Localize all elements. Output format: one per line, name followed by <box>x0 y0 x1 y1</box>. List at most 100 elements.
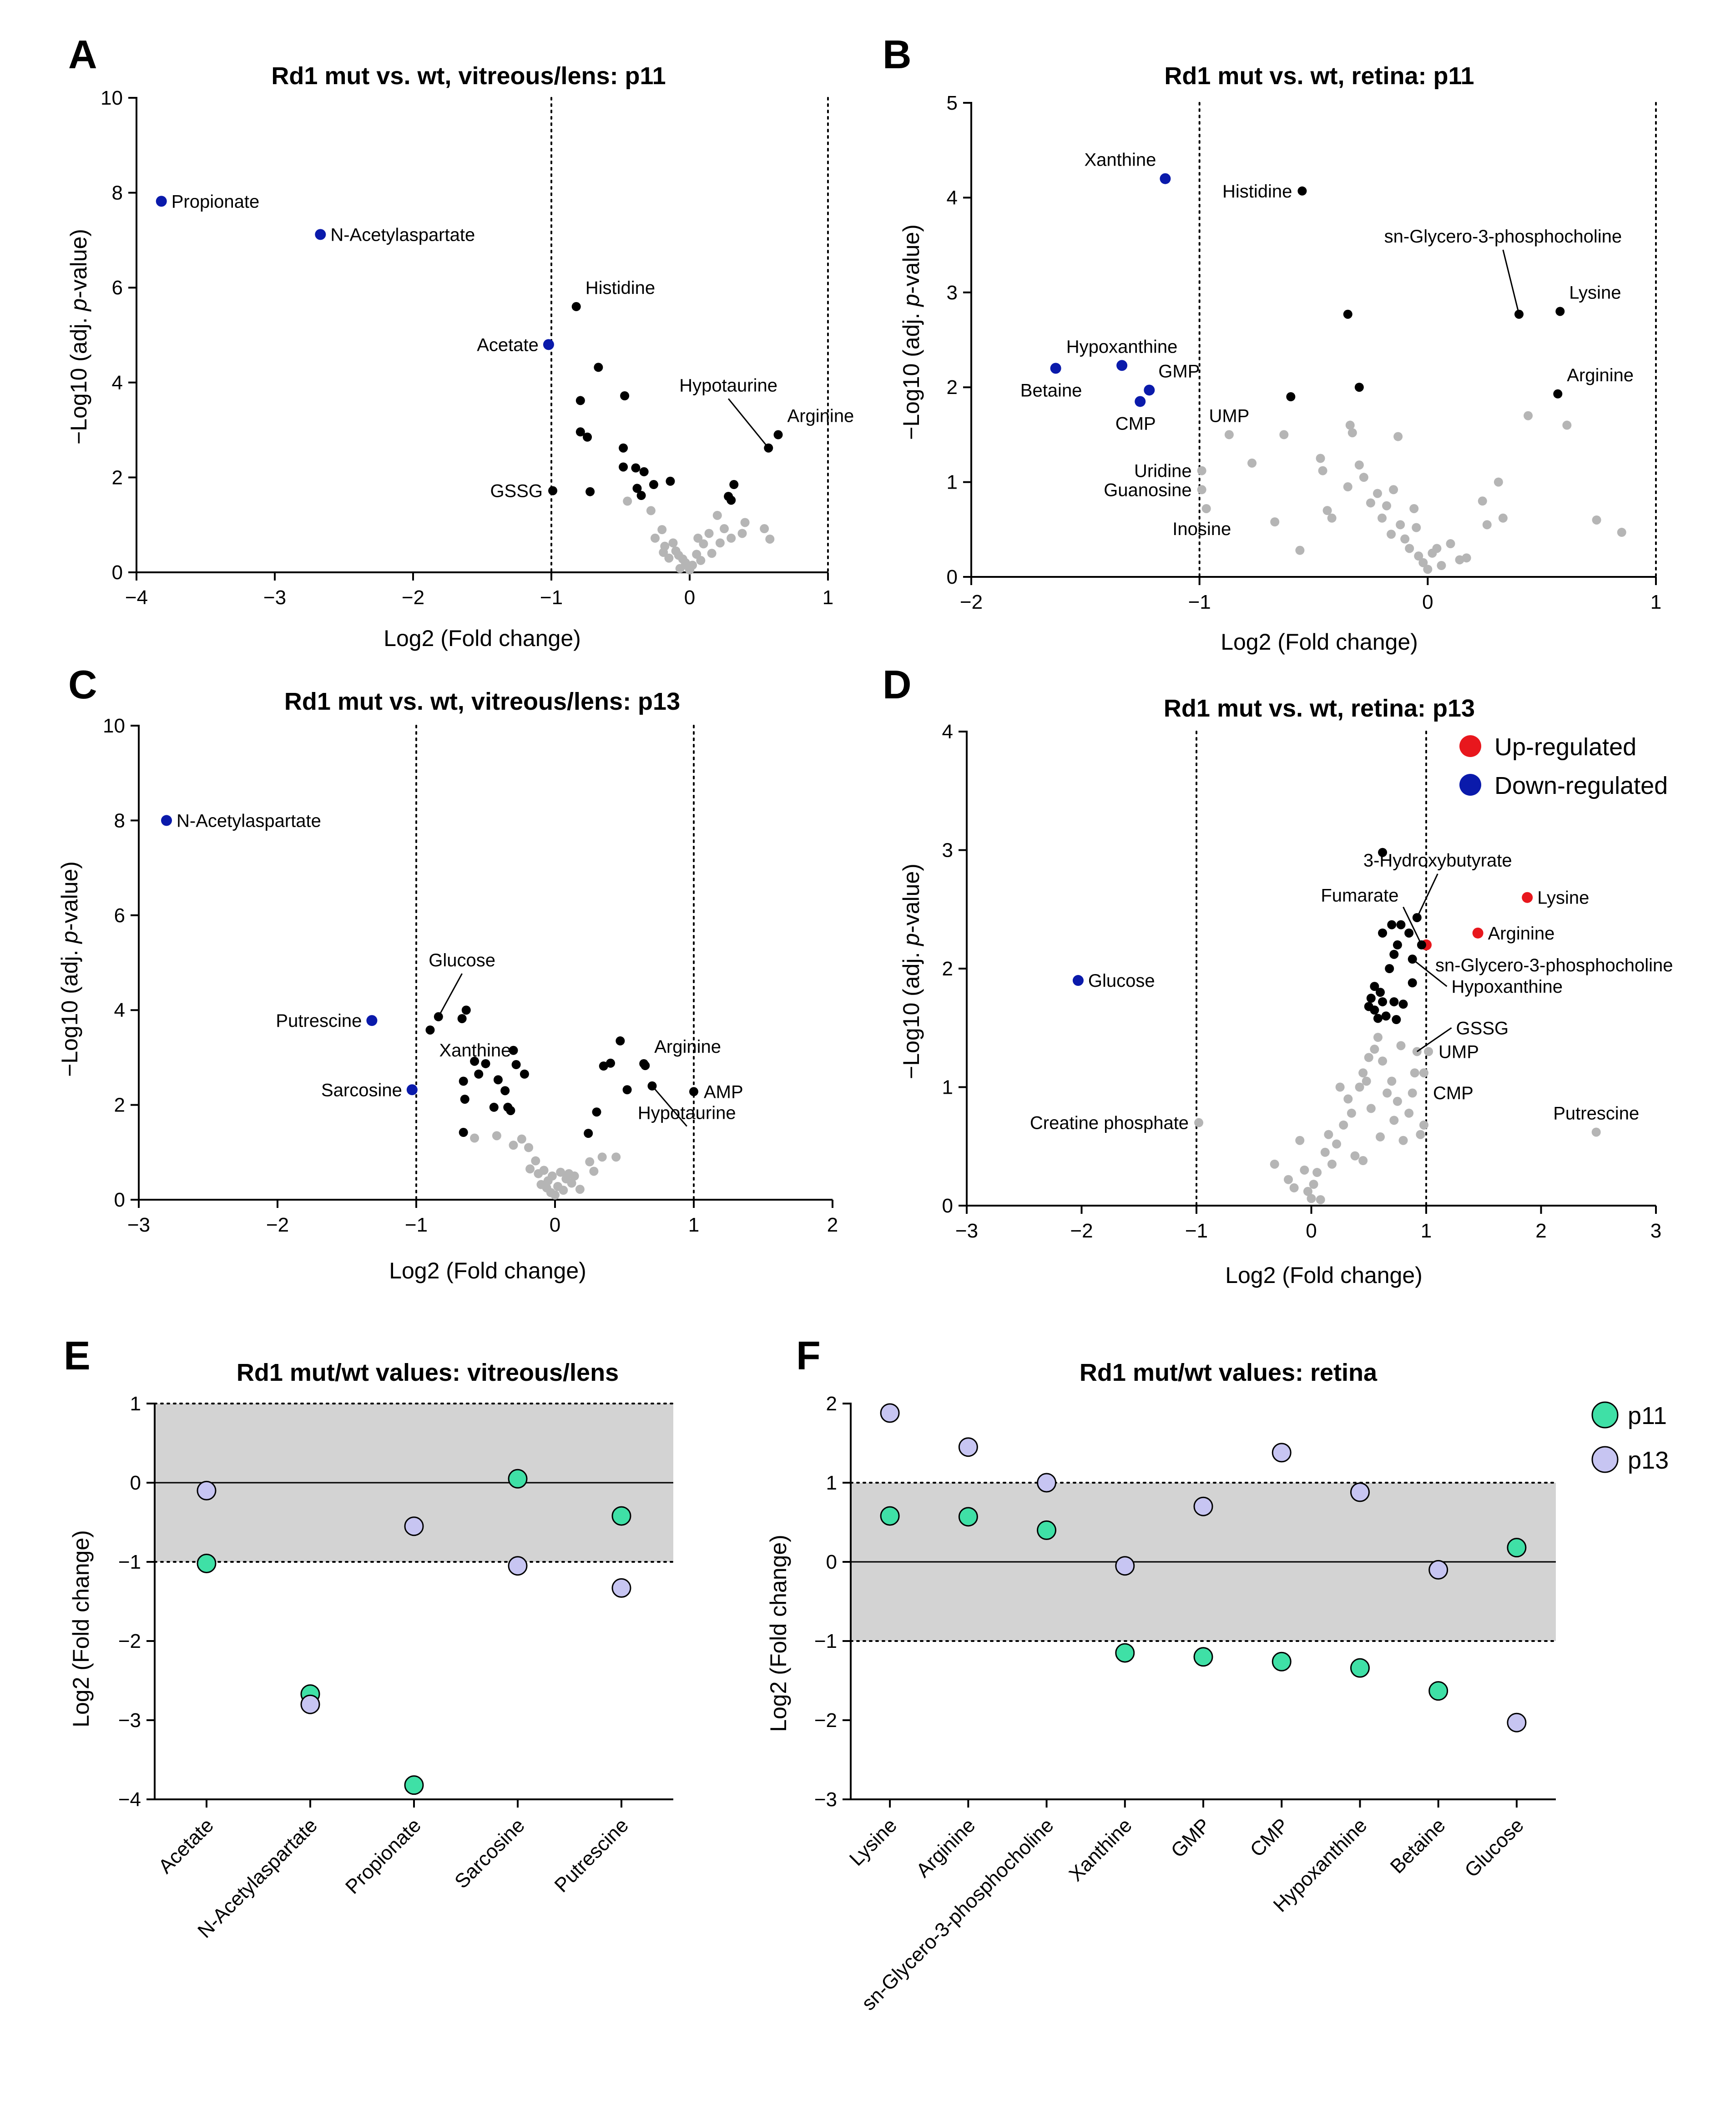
legend-up-regulated-label: Up-regulated <box>1494 733 1636 761</box>
panel-a-x-tick-label: −2 <box>402 586 424 609</box>
panel-a-x-tick-label: −1 <box>540 586 563 609</box>
panel-a-point-ns <box>704 529 714 538</box>
panel-b-point-ns <box>1396 520 1405 530</box>
panel-c-point-sig <box>500 1086 510 1096</box>
panel-b-point-lysine <box>1555 307 1565 316</box>
panel-c-point-sig <box>461 1005 471 1015</box>
panel-d-point-sig <box>1387 920 1397 929</box>
panel-a-volcano-plot: −4 −3 −2 −1 0 10246810PropionateN-Acetylaspar… <box>101 87 854 609</box>
panel-c-x-axis-label: Log2 (Fold change) <box>389 1258 586 1283</box>
panel-b-label-xanthine: Xanthine <box>1084 150 1156 170</box>
panel-a-point-sig <box>649 480 658 490</box>
panel-letter-e: E <box>64 1333 91 1378</box>
panel-a-point-ns <box>707 549 717 558</box>
panel-a-point-gssg <box>548 486 558 495</box>
panel-c-point-ns <box>492 1131 501 1141</box>
panel-d-point-ns <box>1332 1139 1342 1149</box>
panel-f: F Rd1 mut/wt values: retina −3 −2 −1 0 1 2 Lys… <box>766 1333 1669 2015</box>
panel-f-y-tick-label: 2 <box>826 1393 837 1415</box>
panel-f-point-p13-hypoxanthine <box>1350 1482 1370 1502</box>
panel-c-point-sig <box>489 1102 499 1112</box>
panel-e-point-p11-propionate <box>404 1775 424 1795</box>
panel-c-point-n-acetylaspartate <box>161 815 172 826</box>
panel-f-y-tick-label: −1 <box>814 1630 837 1652</box>
panel-f-point-p13-sn-glycero-3-phosphocholine <box>1037 1473 1057 1493</box>
panel-d-x-tick-label: 1 <box>1421 1220 1432 1242</box>
panel-c-leader-line <box>651 1085 687 1127</box>
panel-a-x-axis-label: Log2 (Fold change) <box>384 626 581 651</box>
panel-b-y-tick-label: 4 <box>947 187 958 209</box>
panel-d-point-ns <box>1339 1120 1348 1130</box>
panel-d-point-sig <box>1381 1011 1391 1021</box>
panel-d-x-tick-label: 0 <box>1306 1220 1317 1242</box>
panel-a-point-ns <box>715 538 725 548</box>
panel-f-category-label-cmp: CMP <box>1246 1814 1293 1861</box>
panel-d-point-arginine <box>1472 927 1484 939</box>
panel-a-leader-line <box>727 398 769 449</box>
panel-c-label-hypotaurine: Hypotaurine <box>638 1103 736 1123</box>
panel-d-point-ns <box>1350 1151 1360 1161</box>
panel-c-point-sig <box>474 1069 484 1079</box>
panel-f-point-p11-sn-glycero-3-phosphocholine <box>1037 1520 1057 1540</box>
panel-a-point-sig <box>666 476 675 486</box>
panel-d-point-ns <box>1404 1108 1414 1118</box>
panel-d-y-tick-label: 1 <box>942 1076 953 1099</box>
panel-c-x-tick-label: −3 <box>127 1214 150 1236</box>
panel-b-point-ns <box>1446 539 1455 549</box>
panel-f-point-p11-lysine <box>880 1506 900 1526</box>
panel-a-point-sig <box>619 462 628 472</box>
panel-b-point-ns <box>1423 565 1433 574</box>
panel-a-x-tick-label: −3 <box>263 586 286 609</box>
panel-a-point-ns <box>657 525 667 535</box>
panel-f-category-label-xanthine: Xanthine <box>1065 1814 1136 1885</box>
panel-a-label-propionate: Propionate <box>172 192 259 212</box>
panel-a-point-sig <box>639 467 649 476</box>
panel-b-point-ns <box>1247 458 1257 468</box>
panel-b-point-sig <box>1343 309 1352 319</box>
panel-c-point-sig <box>457 1014 467 1023</box>
panel-b-point-ns <box>1437 561 1446 570</box>
panel-d-point-ns <box>1383 1088 1392 1098</box>
panel-b-point-ns <box>1455 555 1464 565</box>
panel-d-point-ns <box>1309 1180 1318 1189</box>
panel-b-point-ns <box>1393 432 1403 441</box>
panel-d-label-glucose: Glucose <box>1088 971 1155 991</box>
legend-p13-marker <box>1591 1446 1619 1473</box>
panel-a-point-sig <box>575 427 585 437</box>
panel-c-point-sig <box>520 1069 529 1079</box>
panel-e-category-label-propionate: Propionate <box>341 1814 425 1898</box>
panel-c-label-putrescine: Putrescine <box>276 1011 362 1031</box>
panel-d-leader-line <box>1416 1027 1452 1052</box>
panel-c-label-n-acetylaspartate: N-Acetylaspartate <box>177 811 321 831</box>
panel-c-point-ns <box>531 1156 540 1166</box>
panel-f-point-p11-arginine <box>958 1507 978 1527</box>
panel-d-point-ns <box>1327 1159 1337 1169</box>
panel-d-point-ns <box>1396 1041 1406 1050</box>
panel-b-title: Rd1 mut vs. wt, retina: p11 <box>1164 62 1474 90</box>
panel-a-point-sig <box>620 391 630 401</box>
panel-d-point-ns <box>1376 1132 1385 1141</box>
panel-c-point-ns <box>559 1186 568 1195</box>
panel-d-point-cmp <box>1419 1068 1428 1078</box>
panel-f-category-label-arginine: Arginine <box>912 1814 980 1882</box>
panel-b-point-ns <box>1524 411 1533 420</box>
panel-letter-c: C <box>68 662 97 707</box>
panel-b-point-ns <box>1295 545 1305 555</box>
panel-a-point-ns <box>765 534 775 544</box>
panel-b-point-ns <box>1343 482 1352 492</box>
panel-c-point-ns <box>575 1185 585 1194</box>
panel-d-point-sig <box>1389 949 1399 959</box>
panel-a-point-ns <box>699 539 708 549</box>
panel-d-leader-line <box>1412 958 1448 987</box>
panel-b-point-ns <box>1592 515 1601 525</box>
panel-b-point-xanthine <box>1160 173 1171 184</box>
panel-c-point-sig <box>470 1056 479 1066</box>
panel-d-point-ns <box>1393 1096 1402 1106</box>
panel-d-label-hypoxanthine: Hypoxanthine <box>1451 977 1563 997</box>
panel-e-category-label-putrescine: Putrescine <box>550 1814 633 1897</box>
panel-b-y-tick-label: 3 <box>947 282 958 304</box>
panel-a-title: Rd1 mut vs. wt, vitreous/lens: p11 <box>271 62 666 90</box>
panel-d-point-ns <box>1284 1175 1293 1184</box>
